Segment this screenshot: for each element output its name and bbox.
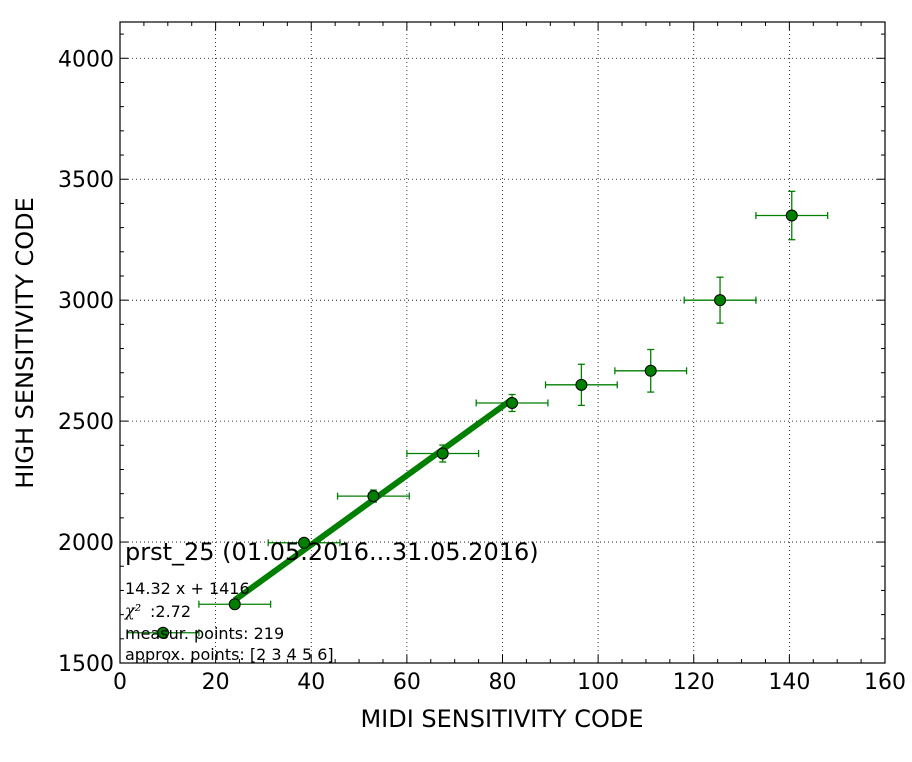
data-point bbox=[475, 393, 549, 413]
y-tick-label: 1500 bbox=[58, 652, 114, 677]
x-tick-label: 60 bbox=[393, 670, 421, 695]
x-axis-label: MIDI SENSITIVITY CODE bbox=[360, 705, 643, 733]
data-point bbox=[683, 276, 757, 324]
annotation-chi-value: :2.72 bbox=[150, 602, 191, 621]
x-tick-label: 20 bbox=[202, 670, 230, 695]
y-tick-label: 3000 bbox=[58, 289, 114, 314]
data-point bbox=[198, 598, 272, 611]
x-tick-label: 140 bbox=[768, 670, 810, 695]
x-tick-label: 0 bbox=[113, 670, 127, 695]
x-tick-label: 120 bbox=[673, 670, 715, 695]
x-tick-label: 100 bbox=[577, 670, 619, 695]
x-tick-label: 160 bbox=[864, 670, 906, 695]
point-marker bbox=[228, 598, 241, 611]
y-tick-label: 3500 bbox=[58, 168, 114, 193]
point-marker bbox=[714, 294, 727, 307]
annotation-approx-points: approx. points: [2 3 4 5 6] bbox=[125, 645, 334, 664]
point-marker bbox=[367, 490, 380, 503]
y-tick-label: 2000 bbox=[58, 531, 114, 556]
x-tick-label: 80 bbox=[489, 670, 517, 695]
data-points bbox=[126, 190, 829, 639]
point-marker bbox=[157, 626, 170, 639]
point-marker bbox=[575, 378, 588, 391]
point-marker bbox=[436, 447, 449, 460]
y-tick-label: 4000 bbox=[58, 47, 114, 72]
data-point bbox=[614, 348, 688, 393]
annotation-fit: 14.32 x + 1416 bbox=[125, 579, 250, 598]
point-marker bbox=[644, 364, 657, 377]
data-point bbox=[336, 489, 410, 503]
point-marker bbox=[506, 396, 519, 409]
point-marker bbox=[785, 209, 798, 222]
axis-ticks bbox=[119, 22, 886, 664]
annotations: prst_25 (01.05.2016...31.05.2016) 14.32 … bbox=[124, 538, 539, 664]
point-marker bbox=[298, 536, 311, 549]
data-point bbox=[267, 536, 341, 549]
plot-frame bbox=[119, 21, 886, 664]
data-point bbox=[755, 190, 829, 241]
y-tick-label: 2500 bbox=[58, 410, 114, 435]
annotation-chi-symbol: χ² bbox=[124, 601, 141, 620]
data-point bbox=[126, 626, 200, 639]
annotation-title: prst_25 (01.05.2016...31.05.2016) bbox=[125, 538, 539, 566]
data-point bbox=[406, 444, 480, 463]
y-axis-label: HIGH SENSITIVITY CODE bbox=[11, 197, 39, 489]
x-tick-label: 40 bbox=[297, 670, 325, 695]
annotation-measur-points: measur. points: 219 bbox=[125, 624, 284, 643]
data-point bbox=[544, 363, 618, 407]
tick-labels: 0 20 40 60 80 100 120 140 160 1500 2000 2500 3000 350… bbox=[58, 47, 906, 695]
